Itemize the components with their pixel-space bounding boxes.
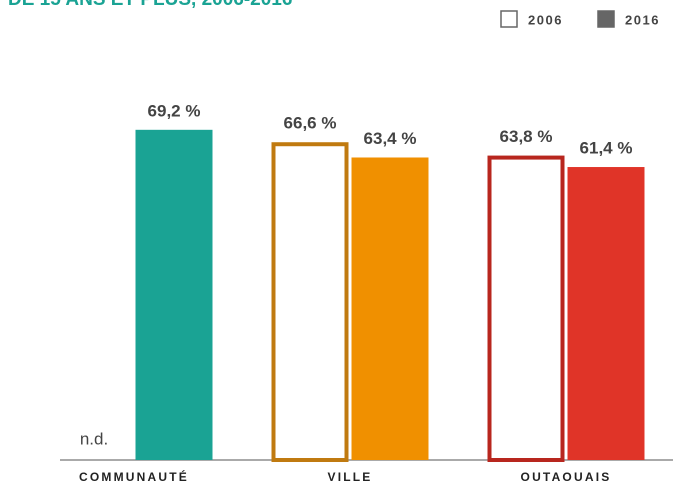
bar (567, 167, 645, 460)
x-tick-label: COMMUNAUTÉ (79, 469, 189, 484)
legend-label: 2016 (625, 12, 660, 27)
bar (271, 142, 349, 462)
value-label: 69,2 % (148, 101, 201, 120)
bar (487, 155, 565, 462)
legend-swatch (597, 10, 615, 28)
x-tick-label: OUTAOUAIS (521, 470, 612, 484)
value-label: 63,4 % (364, 129, 417, 148)
legend-label: 2006 (528, 12, 563, 27)
legend-swatch (500, 10, 518, 28)
value-label: n.d. (80, 429, 108, 448)
value-label: 61,4 % (580, 139, 633, 158)
value-label: 63,8 % (500, 127, 553, 146)
bar (351, 157, 429, 460)
bar (135, 129, 213, 460)
x-tick-label: VILLE (327, 470, 372, 484)
chart-title: DE 15 ANS ET PLUS, 2006-2016 (8, 0, 292, 10)
value-label: 66,6 % (284, 114, 337, 133)
